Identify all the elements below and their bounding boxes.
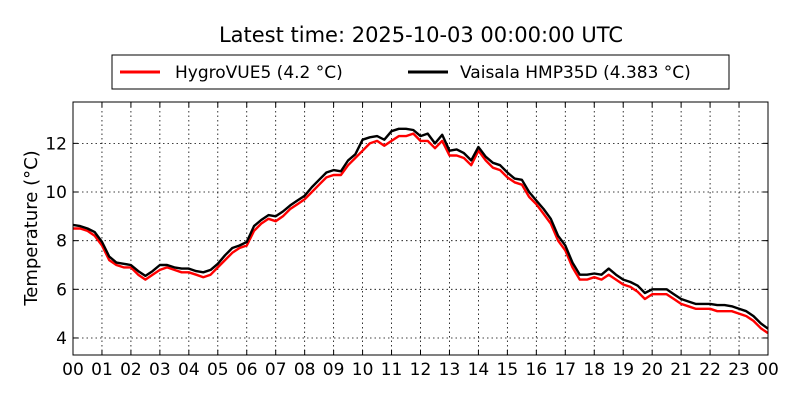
grid [73,102,768,355]
x-tick-label: 08 [294,360,316,380]
x-tick-label: 13 [439,360,461,380]
y-tick-label: 10 [45,183,67,203]
x-tick-label: 04 [178,360,200,380]
x-tick-label: 21 [670,360,692,380]
x-tick-label: 19 [612,360,634,380]
x-tick-label: 00 [757,360,779,380]
y-tick-label: 8 [56,232,67,252]
plot-frame [72,101,769,356]
series-line-vaisala [72,127,769,330]
x-tick-label: 17 [554,360,576,380]
legend-label-hygrovue5: HygroVUE5 (4.2 °C) [175,63,343,83]
y-axis-ticks: 4 6 8 10 12 [45,134,768,349]
y-axis-label: Temperature (°C) [21,150,42,306]
x-tick-label: 11 [381,360,403,380]
legend-label-vaisala: Vaisala HMP35D (4.383 °C) [460,63,691,83]
y-tick-label: 4 [56,329,67,349]
chart-title: Latest time: 2025-10-03 00:00:00 UTC [219,23,623,47]
x-tick-label: 15 [497,360,519,380]
x-tick-label: 22 [699,360,721,380]
y-tick-label: 12 [45,134,67,154]
x-tick-label: 18 [583,360,605,380]
x-tick-label: 14 [468,360,490,380]
x-tick-label: 16 [526,360,548,380]
x-tick-label: 23 [728,360,750,380]
x-tick-label: 20 [641,360,663,380]
x-tick-label: 00 [62,360,84,380]
x-tick-label: 09 [323,360,345,380]
x-tick-label: 07 [265,360,287,380]
series-lines [72,127,769,335]
x-tick-label: 12 [410,360,432,380]
x-tick-label: 10 [352,360,374,380]
legend: HygroVUE5 (4.2 °C) Vaisala HMP35D (4.383… [111,54,730,90]
x-tick-label: 05 [207,360,229,380]
x-tick-label: 02 [120,360,142,380]
y-tick-label: 6 [56,280,67,300]
series-line-hygrovue5 [73,132,769,335]
x-tick-label: 03 [149,360,171,380]
x-tick-label: 01 [91,360,113,380]
x-axis-ticks: 00 01 02 03 04 05 06 07 08 09 10 11 12 13 14 15 16 17 18 19… [62,102,779,380]
x-tick-label: 06 [236,360,258,380]
